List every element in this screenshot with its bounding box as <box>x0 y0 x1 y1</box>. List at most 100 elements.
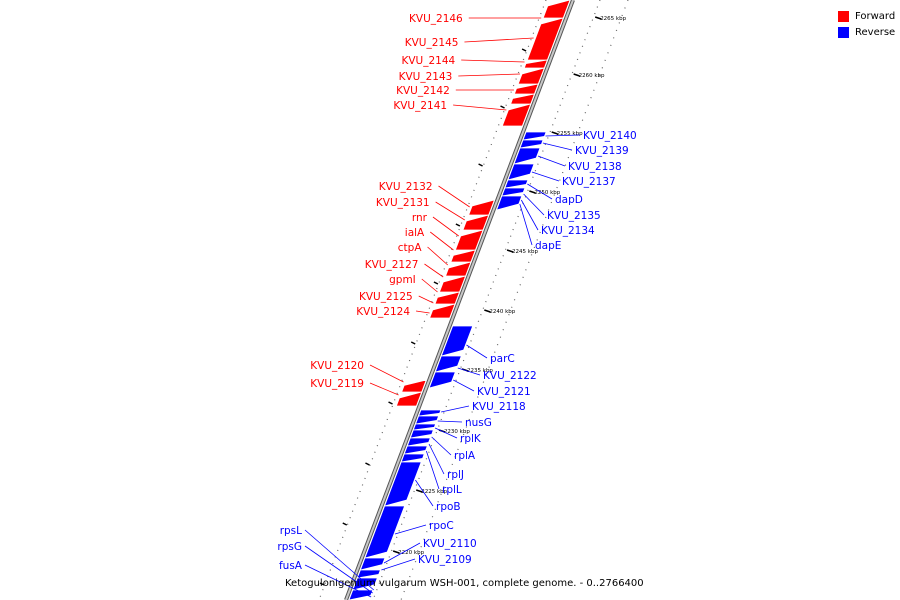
forward-gene-label-14: KVU_2124 <box>356 306 410 318</box>
forward-gene-arrow-3 <box>517 67 545 85</box>
reverse-leader-4 <box>527 183 553 200</box>
reverse-gene-arrow-2 <box>513 147 541 165</box>
reverse-leader-18 <box>394 524 427 535</box>
forward-leader-9 <box>429 231 454 251</box>
reverse-gene-label-20: KVU_2109 <box>418 554 472 566</box>
reverse-gene-label-21: rpsL <box>280 525 302 537</box>
reverse-gene-label-18: rpoC <box>429 520 454 532</box>
reverse-gene-arrow-13 <box>409 429 434 439</box>
left-dash-9 <box>319 582 325 586</box>
tick-label-0: 2265 kbp <box>600 16 626 22</box>
tick-mark-5 <box>484 309 491 313</box>
forward-gene-label-0: KVU_2146 <box>409 13 463 25</box>
forward-gene-arrow-16 <box>395 391 423 407</box>
tick-mark-9 <box>392 550 400 554</box>
dotted-guide-lines <box>318 0 629 600</box>
left-dash-6 <box>388 401 393 405</box>
reverse-leader-22 <box>304 545 373 594</box>
gene-arrows <box>348 0 571 600</box>
forward-gene-arrow-9 <box>454 229 484 251</box>
forward-gene-label-11: KVU_2127 <box>365 259 419 271</box>
axis-line <box>345 0 574 600</box>
reverse-gene-label-10: KVU_2121 <box>477 386 531 398</box>
tick-mark-2 <box>551 131 558 135</box>
forward-gene-label-1: KVU_2145 <box>405 37 459 49</box>
tick-label-6: 2235 kbp <box>467 368 493 374</box>
forward-leader-14 <box>415 310 430 314</box>
forward-gene-arrow-6 <box>501 103 532 127</box>
forward-gene-label-6: KVU_2132 <box>379 181 433 193</box>
genome-caption: Ketogulonigenium vulgarum WSH-001, compl… <box>285 578 644 589</box>
reverse-leader-10 <box>453 379 475 392</box>
reverse-gene-arrow-11 <box>414 415 440 425</box>
left-dash-3 <box>455 223 461 227</box>
reverse-leader-16 <box>425 450 440 490</box>
reverse-leader-13 <box>434 427 458 439</box>
forward-gene-label-7: KVU_2131 <box>376 197 430 209</box>
tick-mark-4 <box>506 249 514 253</box>
legend: Forward Reverse <box>838 9 900 41</box>
forward-gene-arrow-2 <box>523 59 548 69</box>
reverse-leader-2 <box>537 155 566 167</box>
forward-gene-label-15: KVU_2120 <box>310 360 364 372</box>
forward-gene-label-3: KVU_2143 <box>399 71 453 83</box>
tick-label-8: 2225 kbp <box>421 489 447 495</box>
left-dash-7 <box>365 462 370 466</box>
reverse-gene-arrow-16 <box>400 453 425 463</box>
reverse-gene-arrow-1 <box>519 139 544 149</box>
reverse-swatch <box>838 27 849 38</box>
gene-labels: KVU_2146 KVU_2145 KVU_2144 KVU_2143 KVU_2142… <box>277 13 637 598</box>
forward-gene-arrow-11 <box>445 261 472 277</box>
reverse-gene-label-22: rpsG <box>277 541 302 553</box>
reverse-leader-19 <box>383 542 421 564</box>
reverse-gene-arrow-20 <box>356 569 381 579</box>
tick-label-2: 2255 kbp <box>557 131 583 137</box>
forward-leader-11 <box>424 263 444 278</box>
forward-leader-15 <box>369 364 404 383</box>
tick-mark-1 <box>573 73 580 77</box>
reverse-gene-arrow-19 <box>359 557 386 571</box>
reverse-leader-5 <box>523 193 545 216</box>
reverse-leader-14 <box>431 436 452 456</box>
forward-leader-5 <box>453 104 507 111</box>
forward-gene-arrow-1 <box>526 17 564 61</box>
reverse-gene-label-6: KVU_2134 <box>541 225 595 237</box>
reverse-gene-arrow-15 <box>403 445 428 455</box>
forward-leader-7 <box>435 201 465 221</box>
reverse-leader-9 <box>457 367 481 376</box>
forward-leader-16 <box>369 382 399 396</box>
left-dash-2 <box>478 163 483 167</box>
guide-line-2 <box>400 0 629 600</box>
left-dash-0 <box>521 48 527 52</box>
forward-leader-1 <box>464 37 534 43</box>
reverse-gene-label-16: rplL <box>442 484 462 496</box>
forward-gene-arrow-10 <box>450 249 477 263</box>
tick-mark-3 <box>529 190 536 194</box>
forward-gene-label-10: ctpA <box>398 242 423 254</box>
forward-gene-label-12: gpmI <box>389 274 416 286</box>
reverse-gene-label-8: parC <box>490 353 515 365</box>
reverse-leader-1 <box>542 142 573 151</box>
tick-label-1: 2260 kbp <box>579 73 605 79</box>
tick-label-3: 2250 kbp <box>534 190 560 196</box>
reverse-gene-arrow-6 <box>495 195 523 211</box>
forward-gene-arrow-7 <box>468 199 495 216</box>
reverse-leader-12 <box>437 420 463 423</box>
reverse-gene-label-4: dapD <box>555 194 583 206</box>
reverse-gene-label-13: rplK <box>460 433 482 445</box>
reverse-gene-arrow-7 <box>440 325 474 357</box>
forward-gene-arrow-15 <box>401 379 427 393</box>
reverse-gene-arrow-5 <box>501 187 526 197</box>
reverse-gene-label-0: KVU_2140 <box>583 130 637 142</box>
forward-gene-arrow-5 <box>510 93 536 105</box>
reverse-gene-label-19: KVU_2110 <box>423 538 477 550</box>
tick-mark-8 <box>416 489 423 493</box>
reverse-gene-arrow-12 <box>412 423 437 431</box>
tick-mark-0 <box>594 16 602 20</box>
forward-gene-label-9: ialA <box>405 227 425 239</box>
forward-gene-arrow-8 <box>462 214 490 231</box>
forward-gene-arrow-14 <box>429 303 456 319</box>
reverse-gene-label-7: dapE <box>535 240 561 252</box>
forward-gene-arrow-12 <box>438 275 467 293</box>
reverse-gene-arrow-9 <box>428 371 456 389</box>
